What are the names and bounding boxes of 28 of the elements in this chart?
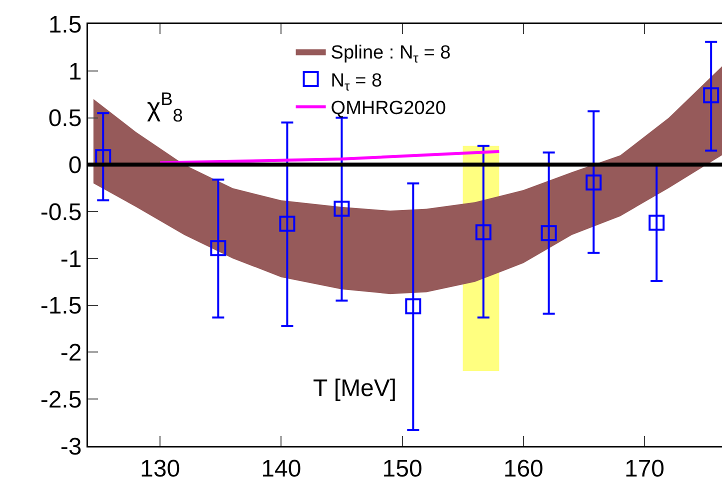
x-tick-label: 130 [140,455,180,482]
point [540,225,557,242]
y-tick-label: 1 [68,58,82,86]
point [475,224,492,240]
x-tick-label: 170 [624,455,665,482]
point [648,214,665,231]
y-tick-label: -2.5 [40,386,82,414]
point [279,216,296,232]
legend-label: Spline : N$_{τ}$ = 8 [330,42,451,66]
point [405,298,422,314]
x-tick-label: 150 [382,455,422,482]
y-tick-label: -1 [60,246,82,273]
point [334,200,350,217]
y-tick-label: -3 [60,433,82,460]
x-axis-title: T [MeV] [313,375,397,402]
point [586,174,602,190]
y-tick-label: 1.5 [48,11,82,38]
y-tick-label: -0.5 [40,198,82,226]
x-tick-label: 140 [261,455,302,482]
y-tick-label: -2 [60,340,82,367]
y-tick-label: 0 [68,152,82,180]
y-tick-label: 0.5 [48,105,82,132]
x-tick-label: 160 [503,455,544,482]
legend-label: QMHRG2020 [330,98,446,120]
y-tick-label: -1.5 [40,292,82,320]
point [210,240,226,256]
point [703,87,720,104]
legend-label: N$_{τ}$ = 8 [330,70,382,94]
